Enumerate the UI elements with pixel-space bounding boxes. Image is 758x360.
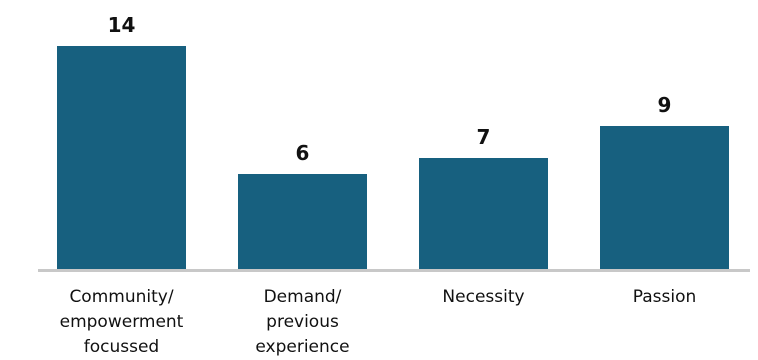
category-labels-layer: Community/empowerment focussed Demand/prev… — [60, 287, 697, 357]
data-label-2: 6 — [296, 141, 310, 165]
data-label-1: 14 — [108, 13, 136, 37]
bar-4 — [600, 126, 729, 270]
bar-1 — [57, 46, 186, 270]
bar-2 — [238, 174, 367, 270]
category-label-3: Necessity — [442, 287, 524, 307]
bar-3 — [419, 158, 548, 270]
category-label-4: Passion — [633, 287, 697, 307]
value-labels-layer: 14 6 7 9 — [108, 13, 672, 165]
data-label-4: 9 — [658, 93, 672, 117]
bars-layer — [57, 46, 729, 270]
category-label-2: Demand/previous experience — [255, 287, 349, 356]
category-label-1: Community/empowerment focussed — [60, 287, 184, 356]
data-label-3: 7 — [477, 125, 491, 149]
